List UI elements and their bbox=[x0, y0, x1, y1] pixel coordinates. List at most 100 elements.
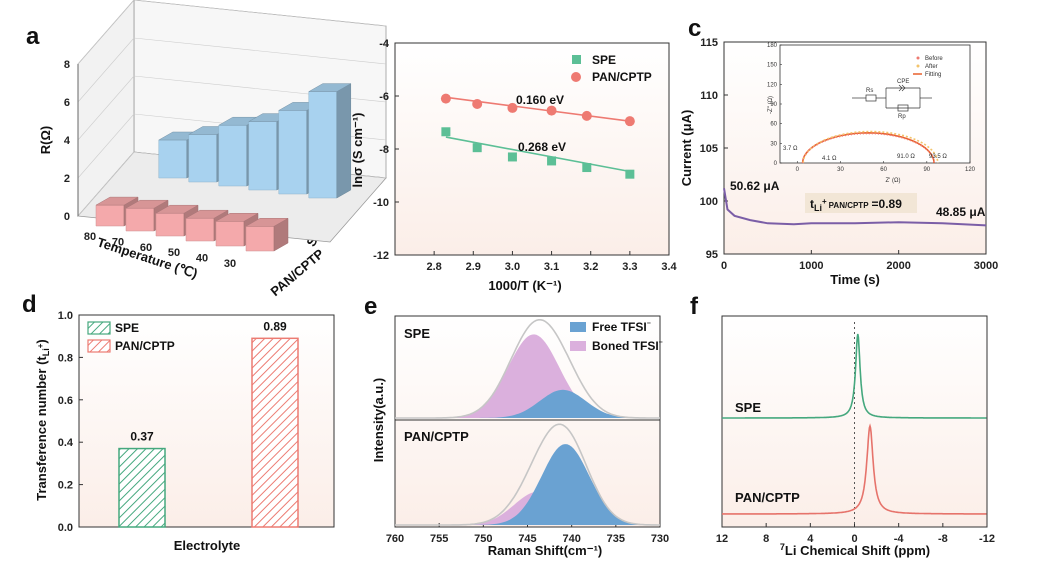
b-xtick-2.8: 2.8 bbox=[426, 261, 441, 273]
b-ytick--8: -8 bbox=[379, 144, 389, 156]
inset-ytick-180: 180 bbox=[767, 43, 778, 49]
d-legend-swatch-SPE bbox=[87, 321, 111, 335]
e-boned-area-SPE bbox=[395, 334, 660, 418]
panel-b-arrhenius-plot: 2.8 2.9 3.0 3.1 3.2 3.3 3.4 -4 -6 -8 -10 -12 1000/T… bbox=[350, 38, 678, 293]
b-xtick-3.3: 3.3 bbox=[622, 261, 637, 273]
panel-c-inset-legend-after: After bbox=[925, 64, 938, 70]
b-ytick--12: -12 bbox=[373, 250, 389, 262]
panel-c-tli-box bbox=[805, 193, 917, 213]
d-legend-SPE: SPE bbox=[115, 321, 139, 335]
a-bar-pan-50-front bbox=[185, 217, 215, 242]
e-xtick-755: 755 bbox=[430, 533, 448, 545]
e-free-area-PAN/CPTP bbox=[395, 444, 660, 525]
panel-c-inset-ylabel: -Z'' (Ω) bbox=[768, 96, 774, 114]
b-xtick-3.0: 3.0 bbox=[505, 261, 520, 273]
a-bar-pan-70-front bbox=[125, 207, 155, 232]
f-xtick--4: -4 bbox=[894, 533, 905, 545]
inset-label-3-7: 3.7 Ω bbox=[783, 146, 798, 152]
inset-ytick-90: 90 bbox=[770, 102, 777, 108]
panel-c-inset-legend-marker-before bbox=[916, 56, 920, 60]
panel-b-annotation-spe: 0.268 eV bbox=[518, 140, 566, 154]
a-xtick-80: 80 bbox=[84, 231, 96, 243]
f-xtick-12: 12 bbox=[716, 533, 728, 545]
inset-label-93-5: 93.5 Ω bbox=[929, 154, 947, 160]
resistor-rp-icon bbox=[897, 104, 909, 112]
a-bar-spe-50-front bbox=[248, 121, 278, 191]
panel-d-xlabel: Electrolyte bbox=[174, 538, 240, 553]
inset-after-arc bbox=[802, 130, 939, 164]
panel-d-transference-bar-chart: 0.0 0.2 0.4 0.6 0.8 1.0 0.37 SPE 0.89 PAN/CPTP El… bbox=[34, 310, 335, 553]
d-ytick-0.2: 0.2 bbox=[58, 480, 73, 492]
panel-e-legend-swatch-free bbox=[570, 322, 586, 332]
e-xtick-760: 760 bbox=[386, 533, 404, 545]
a-bar-pan-60-front bbox=[155, 212, 185, 237]
panel-c-inset-nyquist: 0 30 60 90 120 0 30 60 90 120 150 180 Z' (Ω) -Z'' (… bbox=[767, 43, 976, 184]
d-legend-swatch-PAN/CPTP bbox=[87, 339, 111, 353]
panel-f-label-pan: PAN/CPTP bbox=[735, 490, 800, 505]
f-xtick--8: -8 bbox=[938, 533, 948, 545]
b-fit-SPE bbox=[445, 136, 631, 173]
panel-a-depth-label-pan: PAN/CPTP bbox=[267, 246, 327, 299]
b-point-PAN/CPTP bbox=[507, 102, 518, 113]
panel-d-ylabel: Transference number (tLi+) bbox=[34, 339, 51, 501]
a-xtick-40: 40 bbox=[196, 253, 208, 265]
a-bar-pan-30-top bbox=[245, 218, 289, 227]
b-point-PAN/CPTP bbox=[624, 116, 635, 127]
panel-b-xlabel: 1000/T (K⁻¹) bbox=[488, 278, 561, 293]
b-xtick-2.9: 2.9 bbox=[466, 261, 481, 273]
panel-b-annotation-pan: 0.160 eV bbox=[516, 93, 564, 107]
a-bar-pan-30-front bbox=[245, 226, 275, 252]
panel-e-sub-label-spe: SPE bbox=[404, 326, 430, 341]
panel-a-3d-bar-chart: R(Ω) Temperature (℃) SPE PAN/CPTP 024688… bbox=[38, 0, 387, 299]
panel-e-legend-boned: Boned TFSI⁻ bbox=[592, 339, 663, 353]
d-ytick-0.0: 0.0 bbox=[58, 522, 73, 534]
b-point-SPE bbox=[441, 127, 451, 137]
a-bar-pan-40-top bbox=[215, 213, 259, 222]
panel-b-ylabel: lnσ (S cm⁻¹) bbox=[350, 113, 365, 188]
c-ytick-100: 100 bbox=[700, 196, 718, 208]
panel-c-ylabel: Current (μA) bbox=[679, 110, 694, 187]
a-bar-spe-70-front bbox=[188, 134, 218, 183]
b-ytick--6: -6 bbox=[379, 91, 389, 103]
panel-e-legend-swatch-boned bbox=[570, 341, 586, 351]
a-ytick: 6 bbox=[64, 97, 70, 109]
e-free-area-SPE bbox=[395, 389, 660, 418]
a-grid-back bbox=[133, 37, 387, 65]
a-bar-spe-60-front bbox=[218, 124, 248, 187]
d-legend-PAN/CPTP: PAN/CPTP bbox=[115, 339, 175, 353]
a-bar-pan-80-top bbox=[95, 196, 139, 206]
e-xtick-735: 735 bbox=[607, 533, 625, 545]
c-ytick-105: 105 bbox=[700, 143, 718, 155]
c-ytick-115: 115 bbox=[700, 37, 718, 49]
b-point-SPE bbox=[472, 143, 482, 153]
panel-c-end-label: 48.85 μA bbox=[936, 205, 986, 219]
panel-b-legend-marker-pan bbox=[571, 72, 581, 82]
panel-label-d: d bbox=[22, 291, 37, 318]
f-plot-area bbox=[721, 315, 988, 528]
d-bar-SPE bbox=[118, 447, 166, 528]
c-xtick-0: 0 bbox=[721, 260, 727, 272]
panel-b-legend-pan: PAN/CPTP bbox=[592, 70, 652, 84]
c-ytick-110: 110 bbox=[700, 90, 718, 102]
b-ytick--10: -10 bbox=[373, 197, 389, 209]
panel-c-inset-frame bbox=[779, 44, 971, 164]
inset-ytick-150: 150 bbox=[767, 63, 778, 69]
a-bar-pan-40-front bbox=[215, 221, 245, 247]
f-spectrum-PAN/CPTP bbox=[722, 423, 987, 515]
panel-c-inset-legend-marker-after bbox=[916, 64, 920, 68]
f-xtick-0: 0 bbox=[851, 533, 857, 545]
d-bar-PAN/CPTP bbox=[251, 337, 299, 528]
panel-label-c: c bbox=[688, 15, 701, 42]
panel-c-inset-xlabel: Z' (Ω) bbox=[886, 178, 901, 184]
inset-xtick-120: 120 bbox=[965, 167, 976, 173]
a-grid-side bbox=[77, 75, 135, 141]
e-envelope-PAN/CPTP bbox=[395, 423, 660, 526]
b-point-PAN/CPTP bbox=[472, 98, 483, 109]
d-value-label-SPE: 0.37 bbox=[130, 430, 154, 444]
a-bar-spe-30-front bbox=[308, 91, 338, 199]
panel-c-xlabel: Time (s) bbox=[830, 272, 880, 287]
panel-f-label-spe: SPE bbox=[735, 400, 761, 415]
f-xtick-4: 4 bbox=[807, 533, 814, 545]
a-bar-pan-80-front bbox=[95, 204, 125, 227]
